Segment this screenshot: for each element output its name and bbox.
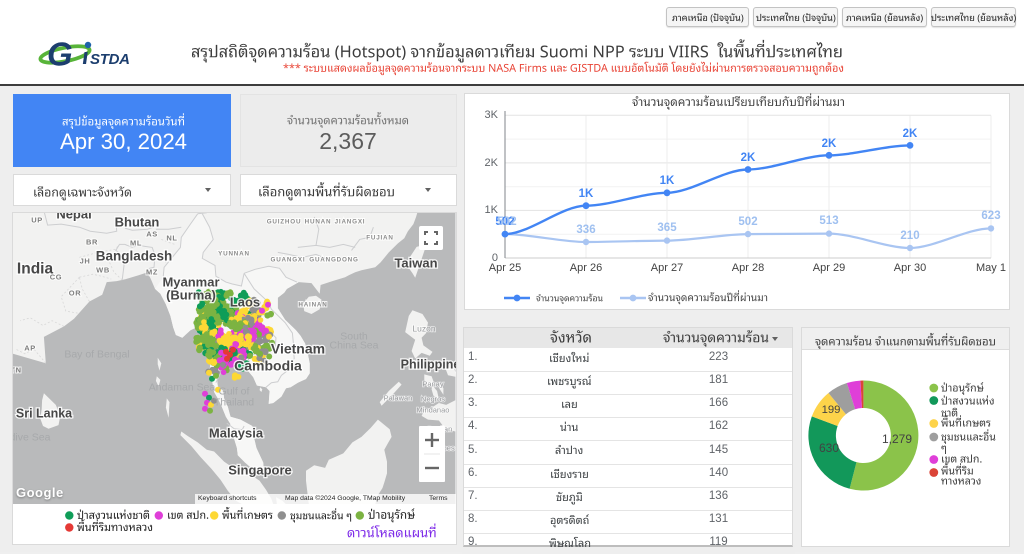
- svg-text:Andaman Sea: Andaman Sea: [149, 383, 216, 394]
- svg-text:Laos: Laos: [230, 295, 260, 310]
- svg-text:Mindanao: Mindanao: [417, 406, 450, 415]
- svg-text:Bay of Bengal: Bay of Bengal: [64, 350, 129, 361]
- svg-text:Panay: Panay: [422, 380, 443, 389]
- svg-text:MZ: MZ: [146, 268, 158, 277]
- svg-text:Malaysia: Malaysia: [209, 426, 264, 441]
- svg-text:Gulf of: Gulf of: [219, 387, 250, 398]
- svg-text:Thailand: Thailand: [214, 398, 254, 409]
- svg-text:Palawan: Palawan: [384, 394, 413, 403]
- svg-text:YUNNAN: YUNNAN: [218, 251, 250, 258]
- svg-text:Laccadive Sea: Laccadive Sea: [13, 433, 51, 444]
- svg-text:FUJIAN: FUJIAN: [366, 235, 393, 242]
- svg-text:UP: UP: [31, 216, 43, 225]
- svg-text:Bangladesh: Bangladesh: [96, 249, 172, 264]
- svg-text:HUNAN: HUNAN: [305, 219, 332, 226]
- svg-text:HAINAN: HAINAN: [298, 302, 327, 309]
- svg-text:(Burma): (Burma): [166, 288, 216, 303]
- svg-text:Cambodia: Cambodia: [234, 358, 302, 374]
- svg-text:Bhutan: Bhutan: [115, 215, 160, 230]
- svg-text:Singapore: Singapore: [228, 463, 292, 478]
- svg-text:STDA: STDA: [90, 51, 130, 68]
- svg-text:G: G: [47, 36, 73, 73]
- svg-text:Taiwan: Taiwan: [394, 256, 437, 271]
- svg-text:JH: JH: [80, 257, 91, 266]
- svg-text:China Sea: China Sea: [330, 341, 379, 352]
- svg-text:GUANGDONG: GUANGDONG: [309, 257, 358, 264]
- svg-text:Nepal: Nepal: [56, 213, 91, 222]
- svg-text:WB: WB: [96, 266, 110, 275]
- svg-text:AP: AP: [24, 344, 36, 353]
- svg-text:BR: BR: [86, 238, 98, 247]
- svg-text:Myanmar: Myanmar: [162, 275, 219, 290]
- svg-text:TN: TN: [13, 366, 22, 375]
- svg-text:Negros: Negros: [421, 395, 445, 404]
- svg-text:Luzon: Luzon: [412, 324, 435, 334]
- svg-text:Vietnam: Vietnam: [271, 341, 325, 357]
- svg-text:India: India: [17, 261, 54, 278]
- svg-text:GUANGXI: GUANGXI: [271, 257, 306, 264]
- svg-text:NL: NL: [166, 234, 177, 243]
- svg-text:GUIZHOU: GUIZHOU: [267, 219, 302, 226]
- svg-text:Sri Lanka: Sri Lanka: [16, 407, 73, 421]
- svg-text:South: South: [340, 332, 368, 343]
- svg-text:JIANGXI: JIANGXI: [335, 219, 366, 226]
- svg-text:AS: AS: [146, 230, 158, 239]
- svg-text:CG: CG: [50, 273, 62, 282]
- svg-text:ML: ML: [130, 239, 142, 248]
- svg-text:OR: OR: [69, 289, 81, 298]
- svg-text:Philippines: Philippines: [401, 358, 456, 372]
